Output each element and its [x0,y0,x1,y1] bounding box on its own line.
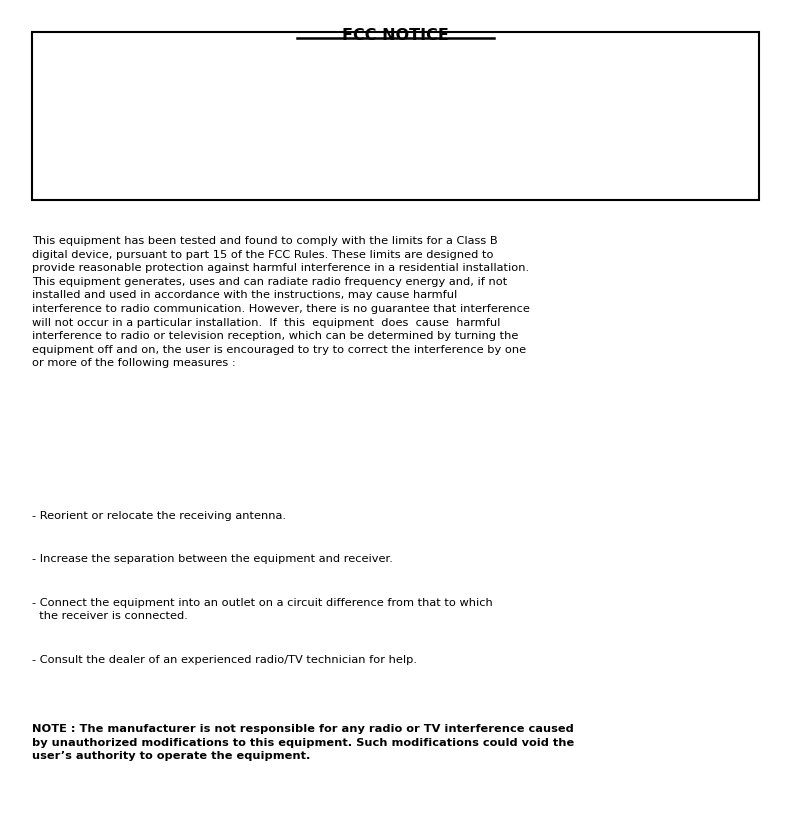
Text: - Consult the dealer of an experienced radio/TV technician for help.: - Consult the dealer of an experienced r… [32,654,417,664]
Text: - Connect the equipment into an outlet on a circuit difference from that to whic: - Connect the equipment into an outlet o… [32,597,492,620]
Bar [32,33,759,201]
Text: This equipment has been tested and found to comply with the limits for a Class B: This equipment has been tested and found… [32,236,529,368]
Text: - Reorient or relocate the receiving antenna.: - Reorient or relocate the receiving ant… [32,510,286,520]
Text: - Increase the separation between the equipment and receiver.: - Increase the separation between the eq… [32,553,392,563]
Text: NOTE : The manufacturer is not responsible for any radio or TV interference caus: NOTE : The manufacturer is not responsib… [32,723,574,760]
Text: FCC NOTICE: FCC NOTICE [342,28,449,43]
